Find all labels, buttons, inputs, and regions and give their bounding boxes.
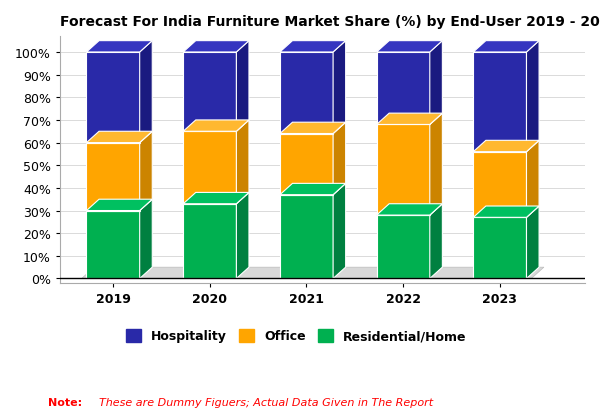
Polygon shape — [86, 132, 152, 143]
Polygon shape — [377, 204, 442, 216]
Polygon shape — [82, 267, 544, 279]
Polygon shape — [280, 184, 346, 195]
Polygon shape — [236, 121, 249, 204]
Polygon shape — [526, 42, 539, 152]
Polygon shape — [377, 42, 442, 53]
Polygon shape — [280, 195, 333, 279]
Polygon shape — [183, 42, 249, 53]
Polygon shape — [280, 53, 333, 134]
Polygon shape — [473, 141, 539, 152]
Polygon shape — [473, 53, 526, 152]
Polygon shape — [280, 134, 333, 195]
Polygon shape — [473, 218, 526, 279]
Polygon shape — [430, 42, 442, 125]
Polygon shape — [473, 207, 539, 218]
Polygon shape — [86, 42, 152, 53]
Polygon shape — [183, 121, 249, 132]
Polygon shape — [430, 114, 442, 216]
Polygon shape — [430, 204, 442, 279]
Polygon shape — [140, 200, 152, 279]
Text: Note:: Note: — [48, 397, 82, 407]
Polygon shape — [183, 204, 236, 279]
Polygon shape — [236, 42, 249, 132]
Text: These are Dummy Figuers; Actual Data Given in The Report: These are Dummy Figuers; Actual Data Giv… — [99, 397, 433, 407]
Polygon shape — [280, 42, 346, 53]
Polygon shape — [377, 114, 442, 125]
Polygon shape — [140, 42, 152, 143]
Text: Forecast For India Furniture Market Share (%) by End-User 2019 - 2023: Forecast For India Furniture Market Shar… — [60, 15, 600, 29]
Polygon shape — [333, 42, 346, 134]
Polygon shape — [333, 184, 346, 279]
Polygon shape — [183, 193, 249, 204]
Polygon shape — [140, 132, 152, 211]
Polygon shape — [377, 125, 430, 216]
Polygon shape — [86, 53, 140, 143]
Polygon shape — [526, 141, 539, 218]
Polygon shape — [183, 53, 236, 132]
Polygon shape — [183, 132, 236, 204]
Polygon shape — [377, 216, 430, 279]
Polygon shape — [333, 123, 346, 195]
Polygon shape — [377, 53, 430, 125]
Polygon shape — [280, 123, 346, 134]
Polygon shape — [86, 200, 152, 211]
Polygon shape — [526, 207, 539, 279]
Polygon shape — [473, 42, 539, 53]
Legend: Hospitality, Office, Residential/Home: Hospitality, Office, Residential/Home — [121, 324, 472, 348]
Polygon shape — [236, 193, 249, 279]
Polygon shape — [86, 211, 140, 279]
Polygon shape — [86, 143, 140, 211]
Polygon shape — [473, 152, 526, 218]
